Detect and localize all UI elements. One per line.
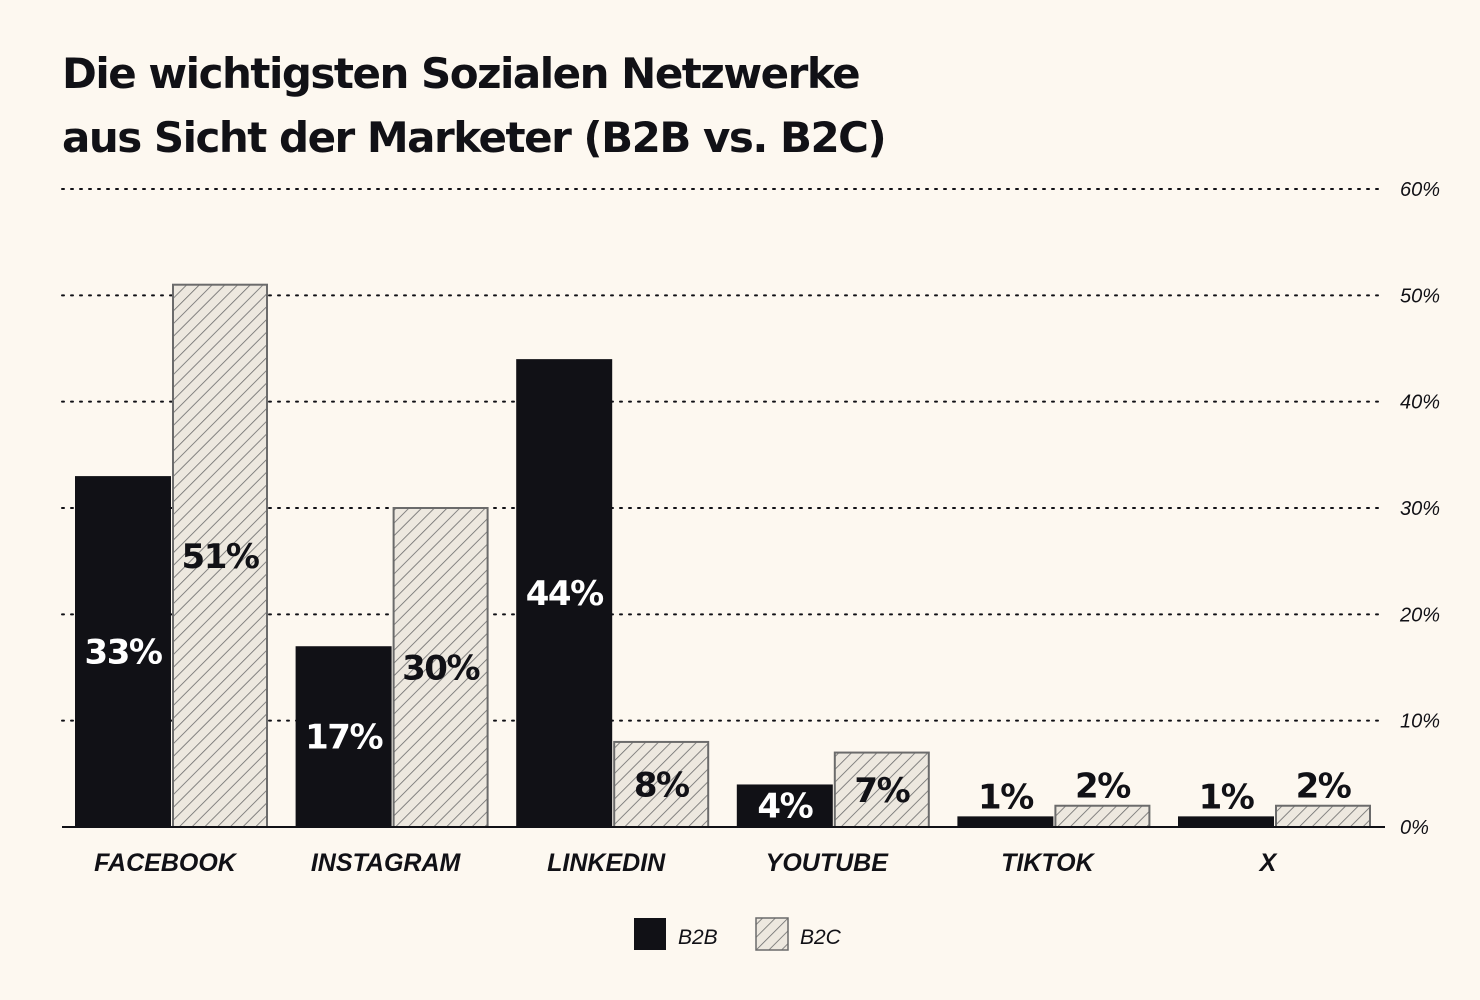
data-label-b2c: 2% xyxy=(1296,767,1351,807)
bar-b2c xyxy=(833,751,930,828)
data-label-b2c: 51% xyxy=(182,537,259,577)
bar-b2b xyxy=(736,784,833,827)
chart-title-line-1: Die wichtigsten Sozialen Netzwerke xyxy=(62,49,861,98)
x-tick-label: X xyxy=(1258,849,1278,877)
bar-b2b xyxy=(75,476,171,827)
x-tick-label: INSTAGRAM xyxy=(311,849,462,877)
bar-b2c xyxy=(1054,804,1151,829)
legend-swatch-b2c xyxy=(755,917,789,951)
data-label-b2c: 8% xyxy=(634,765,689,805)
x-axis: FACEBOOK INSTAGRAM LINKEDIN YOUTUBE TIKTOK X xyxy=(62,826,1385,877)
y-tick-label: 60% xyxy=(1400,179,1440,201)
bar-b2c xyxy=(392,507,489,828)
bars xyxy=(75,283,1371,829)
chart-title-line-2: aus Sicht der Marketer (B2B vs. B2C) xyxy=(62,113,887,162)
y-tick-label: 0% xyxy=(1400,817,1429,839)
x-tick-label: TIKTOK xyxy=(1001,849,1096,877)
data-label-b2c: 2% xyxy=(1075,767,1130,807)
bar-b2c xyxy=(613,740,710,829)
legend-label-b2c: B2C xyxy=(800,926,842,949)
value-labels: 33% 51% 17% 30% 44% 8% 4% 7% 1% 2% 1% 2% xyxy=(85,537,1353,827)
y-tick-label: 20% xyxy=(1399,604,1440,626)
data-label-b2b: 4% xyxy=(757,787,812,827)
legend-swatch-b2b xyxy=(634,918,666,950)
y-tick-label: 40% xyxy=(1400,392,1440,414)
data-label-b2c: 7% xyxy=(854,771,909,811)
data-label-b2b: 17% xyxy=(305,718,382,758)
data-label-b2b: 1% xyxy=(1199,777,1254,817)
bar-b2c xyxy=(1275,804,1371,829)
x-tick-label: FACEBOOK xyxy=(94,849,238,877)
x-tick-label: LINKEDIN xyxy=(547,849,666,877)
y-tick-label: 50% xyxy=(1400,285,1440,307)
chart-title: Die wichtigsten Sozialen Netzwerke aus S… xyxy=(62,42,887,170)
data-label-b2b: 33% xyxy=(85,633,162,673)
data-label-b2c: 30% xyxy=(402,649,479,689)
data-label-b2b: 44% xyxy=(526,574,603,614)
bar-b2b xyxy=(516,359,613,827)
data-label-b2b: 1% xyxy=(978,777,1033,817)
x-tick-label: YOUTUBE xyxy=(766,849,890,877)
y-tick-label: 30% xyxy=(1400,498,1440,520)
bar-b2b xyxy=(295,646,392,827)
legend: B2B B2C xyxy=(634,917,842,951)
y-tick-label: 10% xyxy=(1400,711,1440,733)
bar-b2b xyxy=(1178,816,1274,827)
bar-b2c xyxy=(172,283,268,828)
bar-b2b xyxy=(957,816,1054,827)
legend-label-b2b: B2B xyxy=(678,926,718,949)
grid-lines: 0% 10% 20% 30% 40% 50% 60% xyxy=(61,179,1440,839)
